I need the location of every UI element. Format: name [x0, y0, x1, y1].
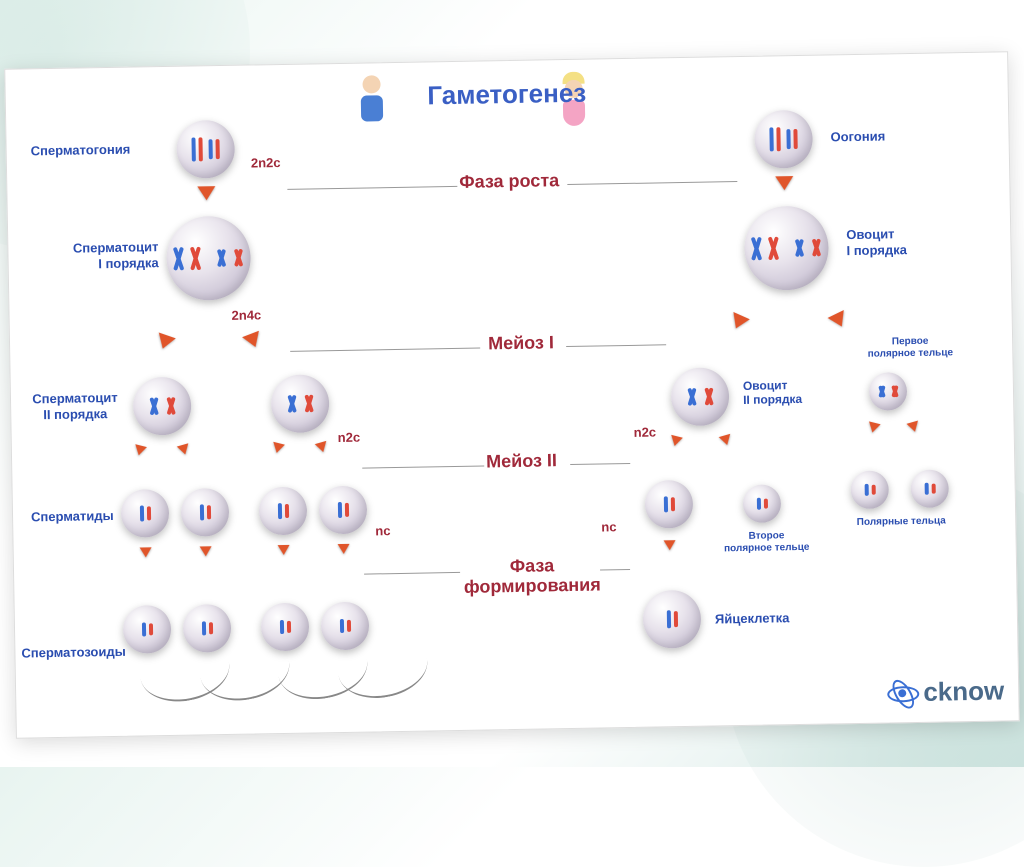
phase-line — [364, 572, 460, 575]
cell-spermatocyte2 — [133, 377, 192, 436]
arrow-icon — [338, 544, 350, 554]
cell-ootid — [645, 480, 694, 529]
label-polar-bodies: Полярные тельца — [851, 515, 951, 528]
phase-line — [362, 465, 484, 468]
cell-spermatid — [259, 487, 308, 536]
label-line: Сперматоцит — [25, 390, 125, 407]
label-spermatogonia: Сперматогония — [31, 142, 131, 159]
label-line: II порядка — [25, 405, 125, 422]
cell-spermatocyte1 — [166, 216, 251, 301]
logo-text: cknow — [923, 675, 1004, 707]
arrow-icon — [828, 310, 850, 330]
cell-oogonia — [754, 110, 813, 169]
atom-icon — [887, 677, 918, 708]
ploidy-n2c: n2c — [338, 430, 361, 445]
phase-line — [290, 348, 480, 352]
ploidy-nc: nc — [375, 523, 390, 538]
arrow-icon — [906, 421, 920, 434]
phase-line — [570, 463, 630, 465]
arrow-icon — [133, 444, 147, 457]
label-line: Овоцит — [846, 226, 907, 243]
phase-formation-text: Фаза формирования — [462, 555, 603, 597]
diagram-title: Гаметогенез — [427, 78, 586, 112]
label-oocyte1: Овоцит I порядка — [846, 226, 907, 258]
ploidy-nc-r: nc — [601, 519, 616, 534]
arrow-icon — [140, 547, 152, 557]
label-spermatocyte2: Сперматоцит II порядка — [25, 390, 126, 423]
label-spermatozoa: Сперматозоиды — [21, 644, 126, 661]
arrow-icon — [177, 443, 191, 456]
cell-egg — [642, 590, 701, 649]
ploidy-2n4c: 2n4c — [231, 307, 261, 323]
cell-spermatogonia — [176, 120, 235, 179]
label-oogonia: Оогония — [830, 128, 885, 145]
arrow-icon — [315, 441, 329, 454]
arrow-icon — [719, 434, 733, 447]
cell-spermatocyte2 — [271, 374, 330, 433]
ploidy-n2c-r: n2c — [634, 424, 657, 439]
arrow-icon — [197, 186, 215, 200]
arrow-icon — [664, 540, 676, 550]
label-line: Овоцит — [743, 378, 802, 393]
phase-line — [567, 181, 737, 185]
phase-growth: Фаза роста — [459, 170, 559, 193]
label-line: полярное тельце — [722, 541, 812, 554]
arrow-icon — [867, 421, 881, 434]
boy-icon — [353, 75, 390, 126]
arrow-icon — [154, 332, 176, 351]
phase-meiosis2: Мейоз II — [486, 450, 557, 472]
label-spermatids: Сперматиды — [31, 508, 114, 525]
arrow-icon — [200, 546, 212, 556]
arrow-icon — [278, 545, 290, 555]
label-polar2: Второе полярное тельце — [721, 530, 811, 555]
arrow-icon — [669, 435, 683, 448]
cell-polar-body — [910, 469, 949, 508]
arrow-icon — [271, 442, 285, 455]
label-line: II порядка — [743, 392, 802, 407]
phase-line — [287, 186, 457, 190]
cell-spermatid — [319, 486, 368, 535]
label-line: Сперматоцит — [48, 239, 158, 257]
phase-line — [600, 569, 630, 571]
arrow-icon — [775, 176, 793, 190]
label-line: I порядка — [49, 255, 159, 273]
cell-spermatid — [121, 489, 170, 538]
arrow-icon — [242, 331, 264, 351]
label-line: полярное тельце — [860, 347, 960, 360]
label-egg: Яйцеклетка — [715, 610, 790, 627]
phase-meiosis1: Мейоз I — [488, 332, 554, 354]
cell-polar-body-2 — [743, 484, 782, 523]
label-spermatocyte1: Сперматоцит I порядка — [48, 239, 159, 272]
label-oocyte2: Овоцит II порядка — [743, 378, 803, 408]
arrow-icon — [728, 312, 750, 332]
cell-oocyte2 — [671, 367, 730, 426]
label-line: I порядка — [846, 242, 907, 259]
logo: cknow — [887, 675, 1004, 708]
cell-polar-body — [850, 470, 889, 509]
phase-line — [566, 344, 666, 347]
cell-spermatid — [181, 488, 230, 537]
cell-polar-body-1 — [869, 372, 908, 411]
ploidy-2n2c: 2n2c — [251, 155, 281, 171]
cell-oocyte1 — [744, 205, 829, 290]
label-polar1: Первое полярное тельце — [860, 335, 960, 360]
phase-formation: Фаза формирования — [462, 555, 603, 597]
diagram-card: Гаметогенез Фаза роста Мейоз I Мейоз II … — [4, 51, 1020, 738]
